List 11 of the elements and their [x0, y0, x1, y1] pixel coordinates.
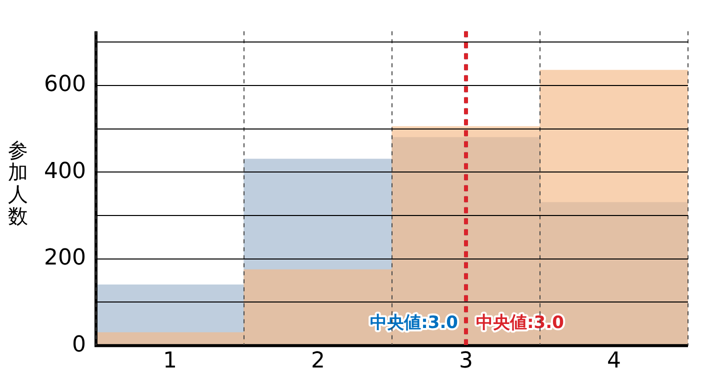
x-tick-label: 4: [607, 348, 621, 374]
x-tick-label: 2: [310, 348, 325, 374]
y-tick-label: 200: [44, 246, 86, 271]
x-tick-label: 1: [162, 348, 177, 374]
y-axis-title: 参加人数: [8, 138, 29, 228]
ref-line-label: 中央値:3.0: [370, 313, 458, 334]
x-tick-label: 3: [458, 348, 473, 374]
y-tick-label: 0: [72, 332, 86, 358]
ref-line-label: 中央値:3.0: [476, 313, 564, 334]
y-tick-label: 400: [44, 158, 86, 184]
y-tick-label: 600: [44, 72, 86, 98]
